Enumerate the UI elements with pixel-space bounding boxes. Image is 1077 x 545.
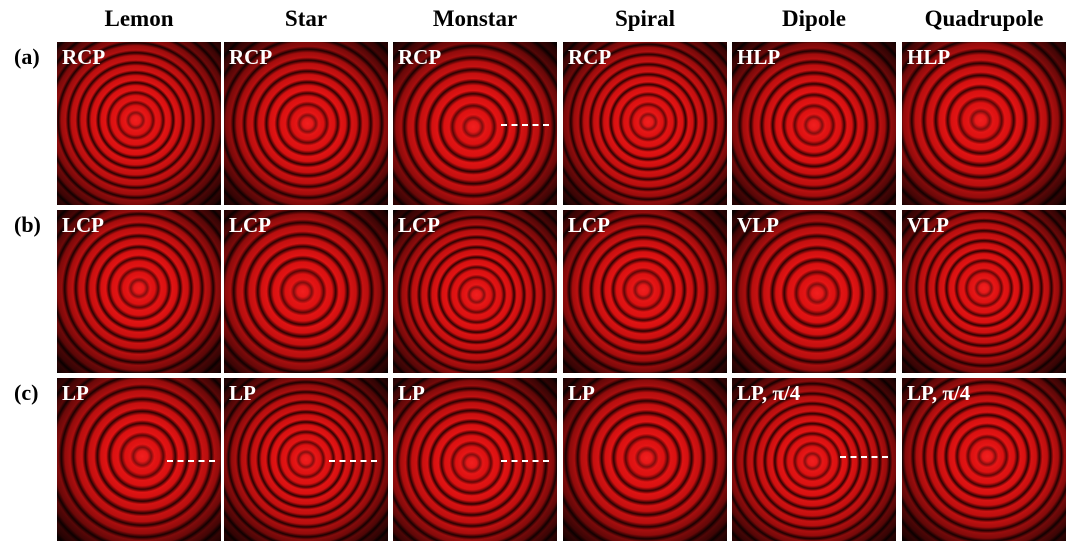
- interference-pattern: VLP: [902, 210, 1066, 373]
- column-header: Quadrupole: [924, 6, 1044, 31]
- interference-pattern: HLP: [902, 42, 1066, 205]
- interference-pattern: LCP: [57, 210, 221, 373]
- polarization-label: HLP: [737, 45, 781, 69]
- column-header: Lemon: [104, 6, 174, 31]
- interference-pattern: HLP: [732, 42, 896, 205]
- polarization-label: LCP: [229, 213, 271, 237]
- interference-pattern: LP: [57, 378, 221, 541]
- polarization-label: LP, π/4: [907, 381, 971, 405]
- polarization-label: LP: [568, 381, 595, 405]
- row-label: (a): [14, 44, 40, 69]
- row-label: (b): [14, 212, 41, 237]
- polarization-label: LCP: [568, 213, 610, 237]
- polarization-label: LP: [398, 381, 425, 405]
- interference-pattern: LP: [563, 378, 727, 541]
- polarization-label: RCP: [62, 45, 106, 69]
- interference-pattern: LCP: [224, 210, 388, 373]
- polarization-label: HLP: [907, 45, 951, 69]
- interference-pattern: RCP: [57, 42, 221, 205]
- polarization-label: RCP: [229, 45, 273, 69]
- interference-pattern: LCP: [563, 210, 727, 373]
- polarization-label: LP: [229, 381, 256, 405]
- interference-pattern: VLP: [732, 210, 896, 373]
- column-header: Monstar: [432, 6, 518, 31]
- polarization-label: RCP: [398, 45, 442, 69]
- interference-pattern: RCP: [563, 42, 727, 205]
- column-header: Dipole: [782, 6, 846, 31]
- interference-pattern: LCP: [393, 210, 557, 373]
- interference-pattern: RCP: [393, 42, 557, 205]
- dashed-line: [329, 460, 377, 462]
- column-header: Star: [284, 6, 328, 31]
- interference-pattern: LP, π/4: [732, 378, 896, 541]
- dashed-line: [501, 124, 549, 126]
- polarization-label: RCP: [568, 45, 612, 69]
- interference-pattern: LP: [393, 378, 557, 541]
- column-header: Spiral: [614, 6, 676, 31]
- polarization-label: LP: [62, 381, 89, 405]
- interference-pattern: LP, π/4: [902, 378, 1066, 541]
- polarization-label: LP, π/4: [737, 381, 801, 405]
- polarization-label: LCP: [62, 213, 104, 237]
- polarization-label: VLP: [737, 213, 779, 237]
- interference-pattern: RCP: [224, 42, 388, 205]
- dashed-line: [167, 460, 215, 462]
- row-label: (c): [14, 380, 39, 405]
- dashed-line: [840, 456, 888, 458]
- polarization-label: VLP: [907, 213, 949, 237]
- polarization-label: LCP: [398, 213, 440, 237]
- interference-pattern: LP: [224, 378, 388, 541]
- dashed-line: [501, 460, 549, 462]
